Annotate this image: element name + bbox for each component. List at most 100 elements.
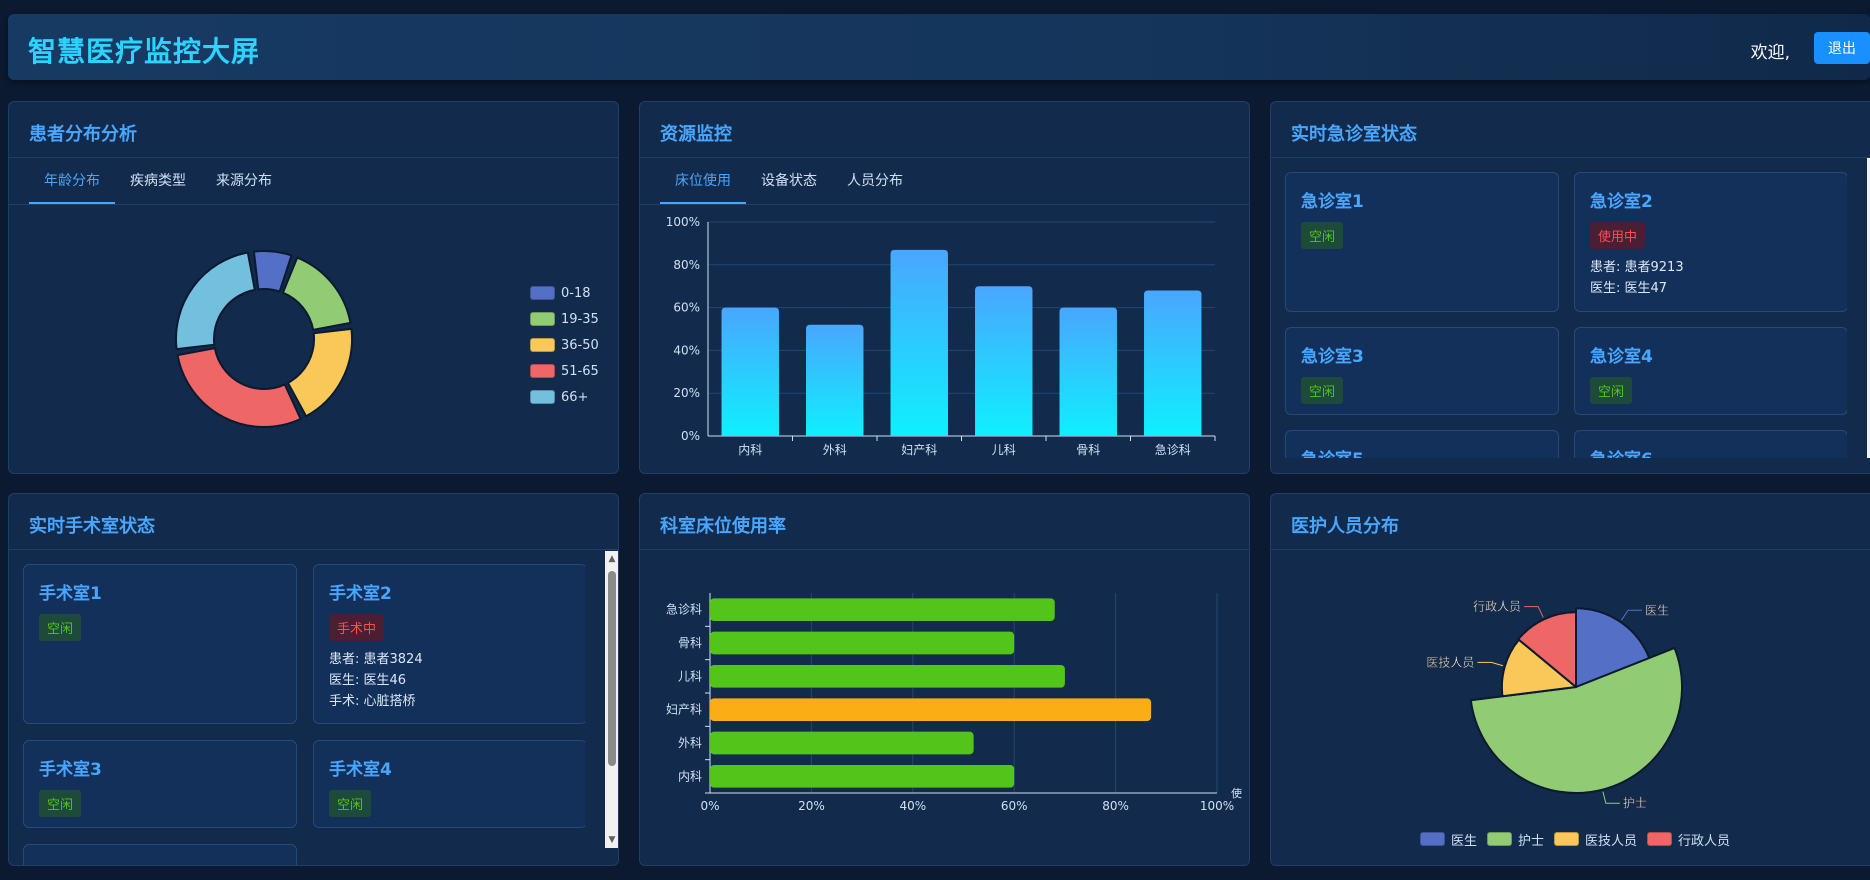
scroll-down-icon[interactable]: ▼	[608, 835, 616, 845]
tab-disease[interactable]: 疾病类型	[130, 173, 186, 189]
legend-item[interactable]: 19-35	[530, 306, 599, 332]
info-line: 医生: 医生46	[329, 673, 407, 688]
legend-swatch	[530, 338, 555, 352]
y-tick-label: 20%	[673, 386, 700, 400]
bar-妇产科[interactable]	[890, 249, 948, 436]
info-line: 医生: 医生47	[1590, 281, 1668, 296]
room-info: 患者: 患者3824 医生: 医生46 手术: 心脏搭桥	[329, 649, 571, 712]
er-room-card[interactable]: 急诊室2 使用中 患者: 患者9213 医生: 医生47	[1574, 172, 1847, 312]
age-donut-chart	[175, 250, 353, 428]
legend-item[interactable]: 行政人员	[1647, 830, 1730, 849]
legend-label: 0-18	[561, 285, 591, 301]
legend-swatch	[1647, 832, 1673, 846]
hbar-妇产科[interactable]	[710, 698, 1152, 721]
bar-儿科[interactable]	[975, 286, 1033, 436]
er-room-name: 急诊室1	[1301, 192, 1364, 212]
er-room-name: 急诊室6	[1590, 445, 1832, 458]
legend-label: 51-65	[561, 363, 599, 379]
legend-item[interactable]: 66+	[530, 384, 599, 410]
status-badge: 使用中	[1590, 222, 1646, 249]
er-room-card[interactable]: 急诊室4 空闲	[1574, 327, 1847, 415]
er-scrollbar[interactable]: ▲ ▼	[1867, 158, 1870, 458]
pie-label: 护士	[1623, 796, 1647, 810]
legend-item[interactable]: 0-18	[530, 280, 599, 306]
or-room-grid[interactable]: 手术室1 空闲 手术室2 手术中 患者: 患者3824 医生: 医生46 手术: 心脏搭桥手…	[23, 564, 585, 865]
er-room-card[interactable]: 急诊室6	[1574, 430, 1847, 458]
legend-swatch	[1554, 832, 1579, 846]
or-scrollbar[interactable]: ▲ ▼	[605, 551, 618, 848]
panel-header: 科室床位使用率	[640, 494, 1249, 550]
panel-header: 医护人员分布	[1271, 494, 1870, 550]
resource-tabs: 床位使用 设备状态 人员分布	[640, 158, 1249, 205]
donut-slice-66+[interactable]	[175, 251, 256, 351]
status-badge: 空闲	[1301, 377, 1344, 404]
er-room-name: 急诊室4	[1590, 347, 1653, 367]
tab-bed-usage[interactable]: 床位使用	[660, 158, 746, 204]
x-tick-label: 急诊科	[1155, 442, 1191, 457]
or-room-card[interactable]: 手术室4 空闲	[313, 740, 585, 828]
or-room-card[interactable]: 手术室1 空闲	[23, 564, 297, 724]
hbar-内科[interactable]	[710, 765, 1015, 788]
legend-item[interactable]: 医技人员	[1554, 830, 1637, 849]
x-tick-label: 60%	[1001, 799, 1028, 813]
y-tick-label: 妇产科	[666, 703, 702, 717]
pie-label: 医技人员	[1426, 655, 1474, 669]
hbar-骨科[interactable]	[710, 631, 1015, 655]
info-line: 患者: 患者3824	[329, 652, 423, 667]
donut-slice-36-50[interactable]	[286, 327, 353, 418]
er-room-grid[interactable]: 急诊室1 空闲 急诊室2 使用中 患者: 患者9213 医生: 医生47 急诊室3 空闲 急诊室…	[1285, 172, 1847, 458]
panel-title: 科室床位使用率	[660, 516, 786, 537]
bar-内科[interactable]	[721, 307, 779, 436]
pie-slice-行政人员[interactable]	[1517, 611, 1577, 688]
er-room-name: 急诊室5	[1301, 445, 1543, 458]
x-tick-label: 内科	[738, 443, 762, 457]
status-badge: 空闲	[1590, 377, 1633, 404]
legend-item[interactable]: 医生	[1419, 830, 1477, 849]
legend-item[interactable]: 51-65	[530, 358, 599, 384]
pie-label: 医生	[1645, 603, 1669, 617]
label-line	[1602, 791, 1620, 804]
or-room-card[interactable]: 手术室3 空闲	[23, 740, 297, 828]
legend-label: 行政人员	[1678, 833, 1731, 849]
tab-age[interactable]: 年龄分布	[29, 158, 115, 204]
status-badge: 空闲	[329, 790, 372, 817]
room-info: 患者: 患者9213 医生: 医生47	[1590, 257, 1832, 299]
x-tick-label: 100%	[1200, 799, 1234, 813]
logout-button[interactable]: 退出	[1814, 32, 1870, 64]
tab-source[interactable]: 来源分布	[216, 173, 272, 189]
hbar-急诊科[interactable]	[710, 598, 1055, 621]
donut-slice-0-18[interactable]	[252, 250, 293, 293]
pie-slice-医技人员[interactable]	[1500, 638, 1577, 698]
hbar-儿科[interactable]	[710, 665, 1065, 688]
legend-item[interactable]: 护士	[1486, 830, 1544, 849]
er-status-panel: 实时急诊室状态 急诊室1 空闲 急诊室2 使用中 患者: 患者9213 医生: 医生47 急…	[1270, 101, 1870, 474]
donut-slice-51-65[interactable]	[176, 347, 302, 428]
tab-staff[interactable]: 人员分布	[847, 173, 903, 189]
x-tick-label: 骨科	[1076, 443, 1100, 457]
pie-slice-医生[interactable]	[1575, 607, 1651, 688]
legend-swatch	[530, 364, 555, 378]
scrollbar-thumb[interactable]	[608, 571, 616, 766]
scroll-up-icon[interactable]: ▲	[608, 554, 616, 564]
pie-slice-护士[interactable]	[1469, 646, 1683, 794]
or-room-card[interactable]: 手术室2 手术中 患者: 患者3824 医生: 医生46 手术: 心脏搭桥	[313, 564, 585, 724]
bar-急诊科[interactable]	[1144, 290, 1202, 436]
er-room-name: 急诊室3	[1301, 347, 1364, 367]
x-tick-label: 儿科	[992, 443, 1016, 457]
or-room-card[interactable]	[23, 844, 297, 865]
er-room-card[interactable]: 急诊室1 空闲	[1285, 172, 1559, 312]
legend-item[interactable]: 36-50	[530, 332, 599, 358]
y-tick-label: 80%	[673, 258, 700, 272]
tab-equipment[interactable]: 设备状态	[761, 173, 817, 189]
er-room-card[interactable]: 急诊室5	[1285, 430, 1559, 458]
panel-header: 实时急诊室状态	[1271, 102, 1870, 158]
bar-骨科[interactable]	[1059, 307, 1117, 436]
bar-外科[interactable]	[806, 324, 864, 436]
donut-slice-19-35[interactable]	[281, 256, 352, 331]
hbar-外科[interactable]	[710, 731, 974, 755]
x-tick-label: 20%	[798, 799, 825, 813]
legend-swatch	[530, 286, 555, 300]
er-room-card[interactable]: 急诊室3 空闲	[1285, 327, 1559, 415]
y-tick-label: 外科	[678, 736, 702, 750]
